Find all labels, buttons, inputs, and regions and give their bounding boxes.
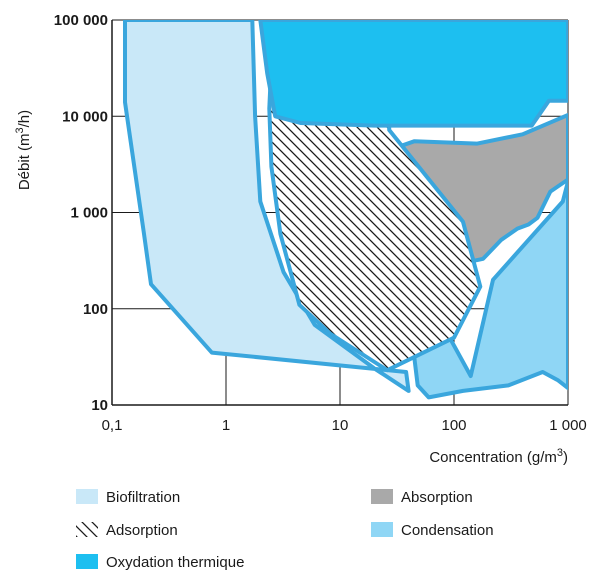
y-axis-title-main: Débit (m [16, 133, 33, 190]
legend-label-oxydation-thermique: Oxydation thermique [106, 554, 244, 571]
legend-label-biofiltration: Biofiltration [106, 489, 180, 506]
plot-regions [123, 20, 568, 400]
y-tick-label-10-000: 10 000 [62, 108, 108, 125]
legend: Biofiltration Absorption Adsorption Condens… [76, 489, 494, 571]
legend-swatch-adsorption [76, 522, 98, 537]
y-axis-title-end: /h) [16, 110, 33, 128]
legend-item-oxydation-thermique: Oxydation thermique [76, 554, 244, 571]
region-oxydation-thermique [258, 20, 568, 128]
legend-label-condensation: Condensation [401, 522, 494, 539]
y-tick-label-100-000: 100 000 [54, 12, 108, 29]
x-tick-label-1: 1 [222, 417, 230, 434]
legend-item-condensation: Condensation [371, 522, 494, 539]
x-tick-label-0-1: 0,1 [102, 417, 123, 434]
y-tick-label-1-000: 1 000 [70, 205, 108, 222]
x-axis-title: Concentration (g/m3) [429, 447, 568, 466]
legend-item-biofiltration: Biofiltration [76, 489, 180, 506]
x-tick-label-10: 10 [332, 417, 349, 434]
x-tick-label-100: 100 [441, 417, 466, 434]
y-axis-title: Débit (m3/h) [14, 110, 33, 190]
region-biofiltration [123, 20, 411, 393]
x-axis-title-main: Concentration (g/m [429, 449, 557, 466]
region-condensation [412, 179, 568, 400]
y-tick-labels: 10 100 1 000 10 000 100 000 [54, 12, 108, 414]
legend-swatch-condensation [371, 522, 393, 537]
axes [111, 20, 568, 406]
x-axis-title-sup: 3 [557, 447, 563, 459]
legend-swatch-absorption [371, 489, 393, 504]
x-tick-label-1-000: 1 000 [549, 417, 587, 434]
legend-label-absorption: Absorption [401, 489, 473, 506]
legend-item-absorption: Absorption [371, 489, 473, 506]
legend-swatch-oxydation-thermique [76, 554, 98, 569]
y-axis-title-sup: 3 [14, 127, 26, 133]
y-tick-label-10: 10 [91, 397, 108, 414]
legend-swatch-biofiltration [76, 489, 98, 504]
legend-item-adsorption: Adsorption [76, 522, 178, 539]
x-axis-title-end: ) [563, 449, 568, 466]
y-tick-label-100: 100 [83, 301, 108, 318]
legend-label-adsorption: Adsorption [106, 522, 178, 539]
x-tick-labels: 0,1 1 10 100 1 000 [102, 417, 587, 434]
